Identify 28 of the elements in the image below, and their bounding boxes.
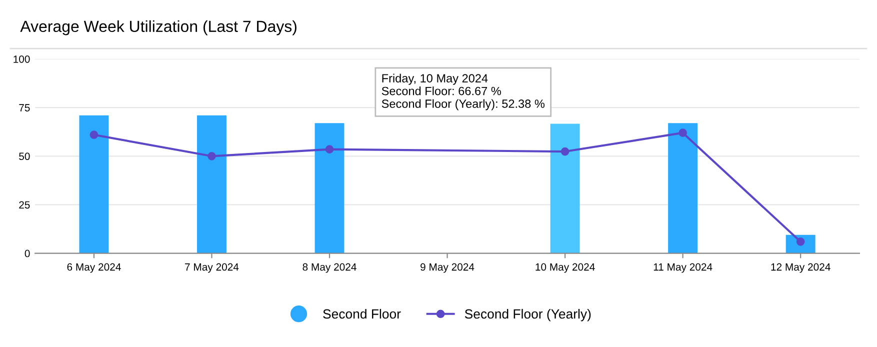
bar — [79, 115, 109, 254]
point — [90, 130, 98, 139]
point — [560, 147, 570, 156]
point — [678, 128, 687, 137]
point — [325, 145, 334, 154]
x-tick-label: 11 May 2024 — [654, 263, 712, 273]
bar — [550, 124, 580, 254]
annotation: Friday, 10 May 2024 — [382, 74, 488, 85]
x-tick-label: 12 May 2024 — [771, 263, 830, 273]
x-tick-label: 10 May 2024 — [536, 263, 595, 273]
x-tick-label: 6 May 2024 — [67, 263, 121, 273]
point — [208, 152, 216, 160]
bar — [197, 115, 226, 254]
y-tick-label: 100 — [14, 55, 30, 63]
y-tick-label: 50 — [19, 152, 30, 160]
chart-title: Average Week Utilization (Last 7 Days) — [20, 20, 296, 36]
legend-label: Second Floor (Yearly) — [464, 308, 591, 322]
x-tick-label: 9 May 2024 — [420, 263, 474, 273]
annotation: Second Floor: 66.67 % — [382, 86, 501, 96]
y-tick-label: 75 — [19, 104, 30, 112]
annotation: Second Floor (Yearly): 52.38 % — [382, 99, 545, 110]
y-tick-label: 0 — [24, 250, 30, 258]
x-tick-label: 7 May 2024 — [185, 263, 239, 273]
legend-label: Second Floor — [323, 308, 401, 319]
bar — [314, 123, 344, 254]
x-tick-label: 8 May 2024 — [302, 263, 356, 273]
y-tick-label: 25 — [19, 201, 30, 209]
bar — [668, 123, 698, 254]
